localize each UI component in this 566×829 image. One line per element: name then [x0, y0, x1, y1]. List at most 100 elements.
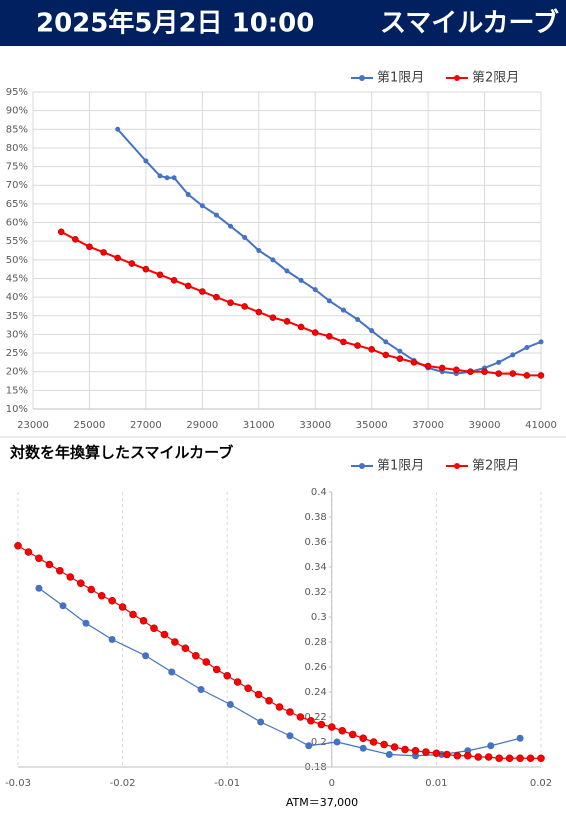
data-point [390, 743, 399, 751]
data-point [354, 342, 361, 349]
x-tick-label: 35000 [356, 420, 388, 431]
data-point [453, 366, 460, 374]
y-tick-label: 35% [6, 311, 28, 322]
data-point [396, 355, 404, 362]
legend-label: 第1限月 [377, 71, 424, 86]
data-point [213, 212, 219, 218]
y-tick-label: 85% [6, 124, 28, 135]
data-point [359, 744, 367, 752]
data-point [382, 351, 390, 359]
data-point [307, 716, 315, 725]
data-point [228, 223, 234, 229]
data-point [340, 338, 347, 346]
data-point [241, 303, 248, 310]
data-point [114, 254, 121, 262]
header-bar [0, 0, 566, 46]
data-point [537, 372, 545, 379]
x-tick-label: 23000 [17, 420, 49, 431]
data-point [24, 548, 33, 556]
data-point [424, 362, 432, 370]
data-point [516, 734, 524, 742]
data-point [87, 585, 96, 594]
data-point [338, 726, 347, 735]
data-point [14, 541, 22, 550]
x-tick-label: 31000 [243, 420, 275, 431]
data-point [184, 282, 192, 290]
data-point [422, 748, 430, 756]
data-point [505, 754, 514, 763]
data-point [257, 718, 265, 726]
data-point [35, 584, 43, 592]
data-point [57, 228, 65, 236]
data-point [463, 751, 472, 760]
data-point [212, 665, 221, 674]
legend-marker [454, 463, 460, 469]
data-point [305, 742, 313, 750]
data-point [192, 651, 200, 660]
data-point [383, 339, 389, 345]
data-point [368, 346, 375, 353]
data-point [59, 602, 67, 610]
data-point [142, 265, 150, 273]
data-point [333, 738, 341, 746]
data-point [226, 701, 234, 708]
data-point [298, 277, 304, 283]
data-point [142, 652, 150, 660]
data-point [327, 723, 336, 731]
data-point [129, 610, 137, 619]
y-tick-label: 40% [6, 292, 28, 303]
data-point [296, 713, 305, 721]
y-tick-label: 0.24 [305, 687, 327, 698]
data-point [509, 370, 517, 377]
data-point [164, 175, 170, 181]
data-point [355, 316, 361, 322]
legend-marker [454, 75, 460, 81]
data-point [223, 671, 231, 680]
data-point [410, 359, 418, 366]
y-tick-label: 70% [6, 180, 28, 191]
x-tick-label: 29000 [186, 420, 218, 431]
data-point [369, 738, 378, 746]
y-tick-label: 95% [6, 87, 28, 98]
data-point [199, 203, 205, 209]
y-tick-label: 80% [6, 143, 28, 154]
data-point [139, 616, 148, 625]
y-tick-label: 90% [6, 106, 28, 117]
data-point [326, 332, 333, 340]
data-point [181, 644, 190, 653]
y-tick-label: 60% [6, 218, 28, 229]
data-point [312, 287, 318, 293]
data-point [100, 249, 107, 256]
data-point [283, 318, 291, 325]
data-point [297, 323, 305, 331]
x-tick-label: -0.02 [110, 778, 136, 789]
series-line [38, 587, 521, 757]
series-line [17, 545, 541, 759]
data-point [484, 753, 493, 761]
data-point [397, 348, 403, 354]
data-point [76, 579, 85, 588]
data-point [86, 243, 93, 251]
x-tick-label: 0 [329, 778, 335, 789]
legend-label: 第2限月 [472, 71, 519, 86]
data-point [255, 308, 263, 316]
data-point [326, 298, 332, 304]
data-point [199, 288, 206, 295]
x-tick-label: 25000 [74, 420, 106, 431]
legend-label: 第2限月 [472, 459, 519, 474]
data-point [474, 753, 483, 761]
data-point [270, 257, 276, 263]
y-tick-label: 20% [6, 367, 28, 378]
y-tick-label: 0.26 [305, 662, 327, 673]
data-point [171, 175, 177, 181]
data-point [516, 754, 524, 763]
data-point [254, 690, 263, 699]
y-tick-label: 75% [6, 162, 28, 173]
data-point [286, 708, 294, 716]
data-point [170, 277, 178, 284]
data-point [432, 749, 441, 758]
y-tick-label: 0.32 [305, 587, 327, 598]
data-point [66, 573, 75, 581]
data-point [168, 668, 176, 676]
